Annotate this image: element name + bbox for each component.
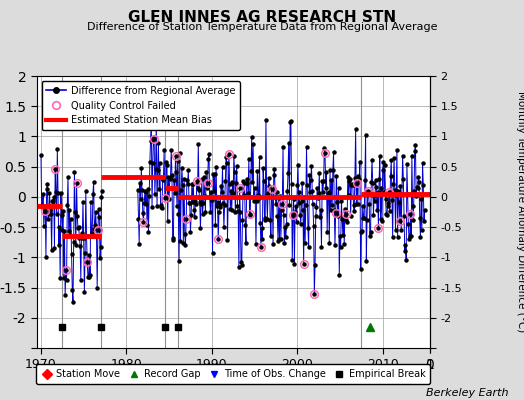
Text: Berkeley Earth: Berkeley Earth: [426, 388, 508, 398]
Text: Difference of Station Temperature Data from Regional Average: Difference of Station Temperature Data f…: [87, 22, 437, 32]
Text: GLEN INNES AG RESEARCH STN: GLEN INNES AG RESEARCH STN: [128, 10, 396, 25]
Legend: Station Move, Record Gap, Time of Obs. Change, Empirical Break: Station Move, Record Gap, Time of Obs. C…: [36, 364, 430, 384]
Legend: Difference from Regional Average, Quality Control Failed, Estimated Station Mean: Difference from Regional Average, Qualit…: [41, 81, 240, 130]
Text: Monthly Temperature Anomaly Difference (°C): Monthly Temperature Anomaly Difference (…: [516, 91, 524, 333]
